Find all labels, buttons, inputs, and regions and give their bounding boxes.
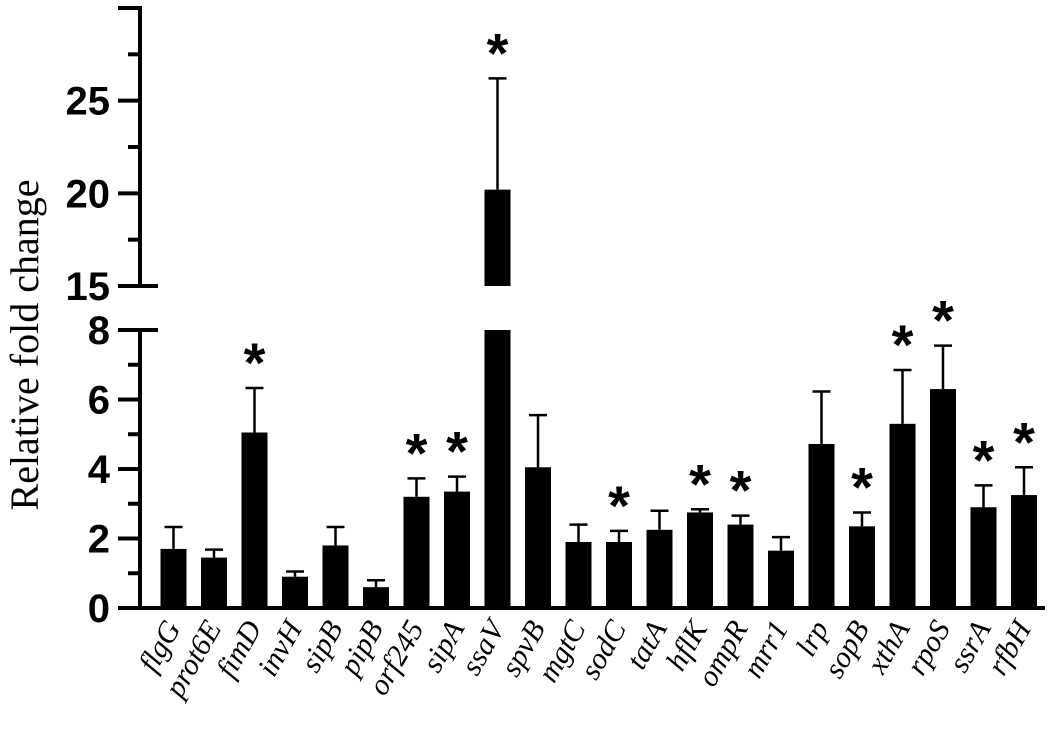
y-tick-label: 2 <box>88 518 110 562</box>
significance-marker: * <box>892 313 914 376</box>
bar <box>727 524 754 608</box>
y-tick-label: 6 <box>88 379 110 423</box>
significance-marker: * <box>851 455 873 518</box>
bar <box>606 541 632 608</box>
significance-marker: * <box>1013 410 1035 473</box>
bar <box>1011 495 1037 608</box>
significance-marker: * <box>973 428 995 491</box>
bar <box>201 557 227 608</box>
significance-marker: * <box>730 459 752 522</box>
bar <box>241 432 268 608</box>
bar-layer <box>160 77 1037 608</box>
bar <box>282 576 308 608</box>
x-tick-label: rfbH <box>981 613 1039 681</box>
y-tick-label: 8 <box>88 309 110 353</box>
bar <box>484 189 511 286</box>
bar <box>403 496 430 608</box>
x-tick-label: xthA <box>860 614 917 680</box>
x-tick-label: tatA <box>620 614 674 674</box>
bar <box>565 541 592 608</box>
bar <box>687 512 713 608</box>
bar <box>525 467 551 608</box>
bar <box>889 423 916 608</box>
significance-marker: * <box>244 331 266 394</box>
bar <box>849 526 875 608</box>
bar <box>363 587 389 608</box>
bar <box>322 545 349 608</box>
y-axis-label: Relative fold change <box>2 180 47 511</box>
y-tick-label: 15 <box>66 265 111 309</box>
y-tick-label: 20 <box>66 172 111 216</box>
significance-marker: * <box>932 289 954 352</box>
y-tick-label: 4 <box>88 448 111 492</box>
y-tick-label: 25 <box>66 80 111 124</box>
bar <box>444 491 470 608</box>
bar <box>484 330 511 608</box>
label-layer: 02468152025flgGprot6E*fimDinvHsipBpipB*o… <box>66 21 1040 704</box>
bar <box>768 550 794 608</box>
significance-marker: * <box>608 474 630 537</box>
bar <box>646 529 673 608</box>
significance-marker: * <box>446 420 468 483</box>
significance-marker: * <box>689 452 711 515</box>
bar <box>160 548 187 608</box>
significance-marker: * <box>406 421 428 484</box>
bar <box>930 389 956 608</box>
y-tick-label: 0 <box>88 587 110 631</box>
bar <box>808 443 835 608</box>
bar <box>970 507 997 608</box>
x-tick-label: mrr1 <box>736 615 795 683</box>
x-tick-label: rpoS <box>900 615 957 681</box>
significance-marker: * <box>487 21 509 84</box>
